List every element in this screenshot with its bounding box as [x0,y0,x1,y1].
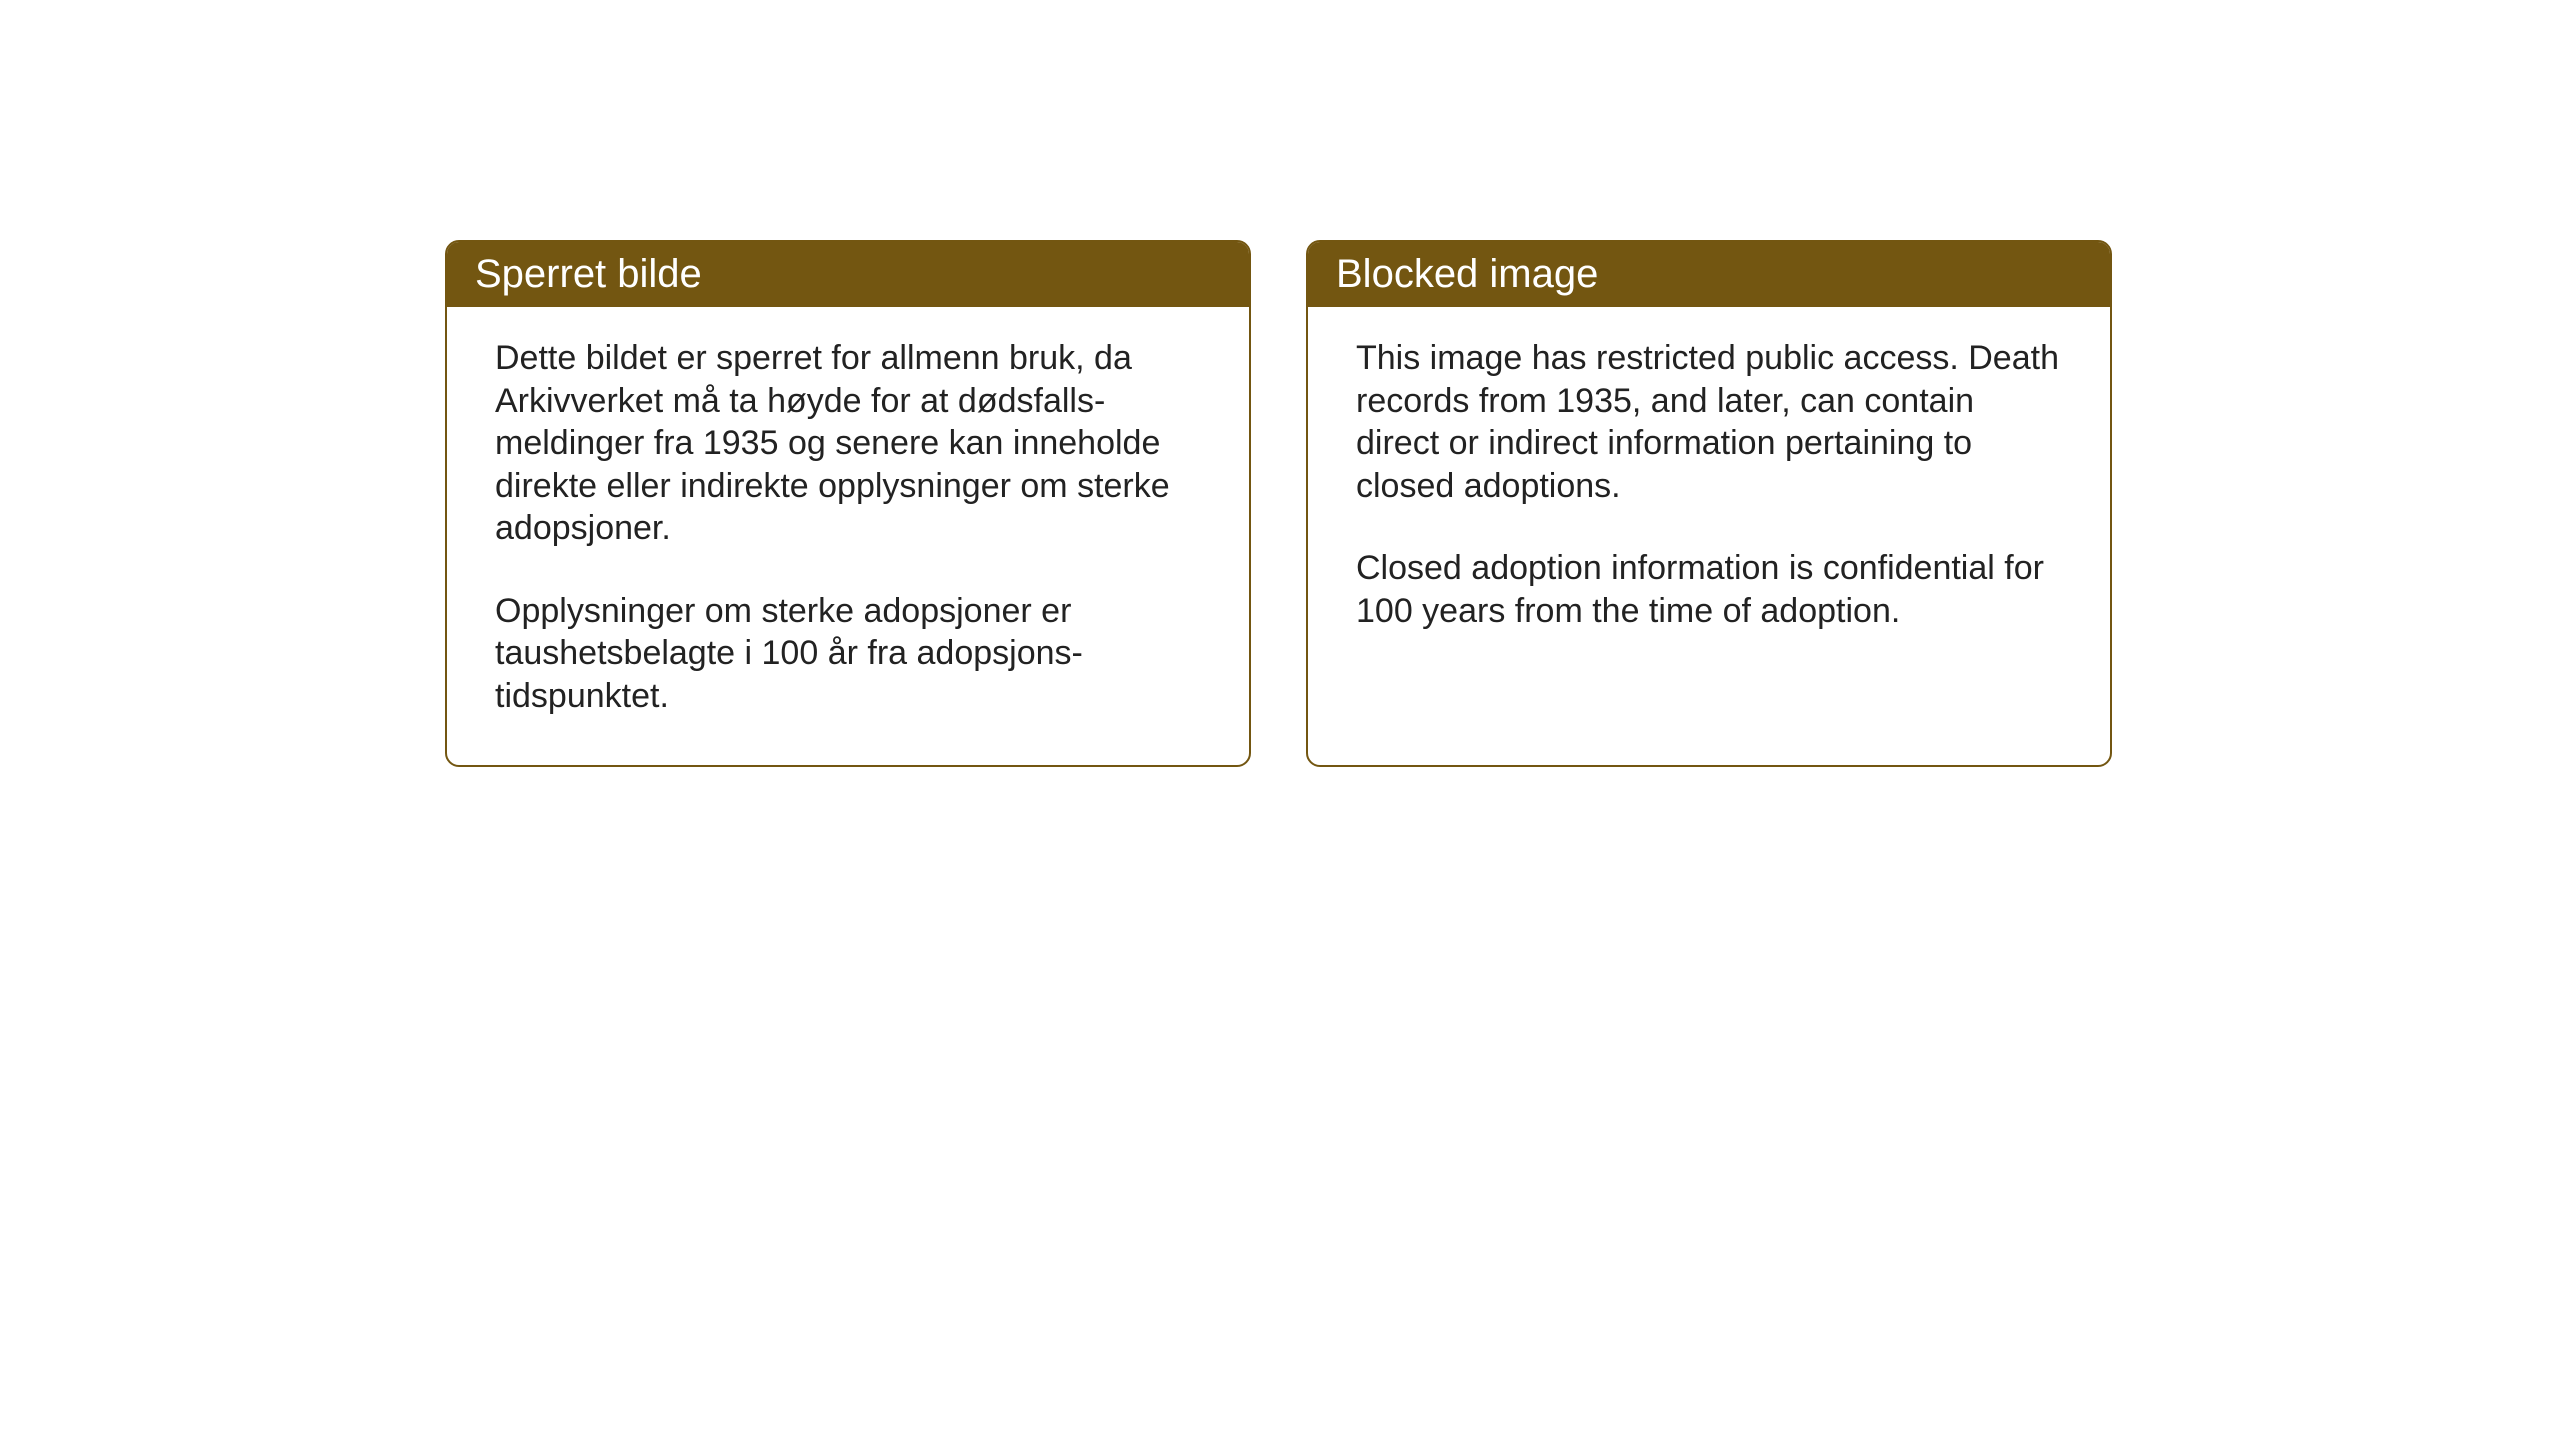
card-english: Blocked image This image has restricted … [1306,240,2112,767]
card-paragraph-english-1: This image has restricted public access.… [1356,337,2062,507]
card-paragraph-norwegian-2: Opplysninger om sterke adopsjoner er tau… [495,590,1201,718]
card-body-english: This image has restricted public access.… [1308,307,2110,739]
card-title-english: Blocked image [1336,252,1598,296]
card-header-norwegian: Sperret bilde [447,242,1249,307]
card-paragraph-norwegian-1: Dette bildet er sperret for allmenn bruk… [495,337,1201,550]
card-header-english: Blocked image [1308,242,2110,307]
card-norwegian: Sperret bilde Dette bildet er sperret fo… [445,240,1251,767]
card-body-norwegian: Dette bildet er sperret for allmenn bruk… [447,307,1249,765]
card-paragraph-english-2: Closed adoption information is confident… [1356,547,2062,632]
cards-container: Sperret bilde Dette bildet er sperret fo… [445,240,2112,767]
card-title-norwegian: Sperret bilde [475,252,702,296]
